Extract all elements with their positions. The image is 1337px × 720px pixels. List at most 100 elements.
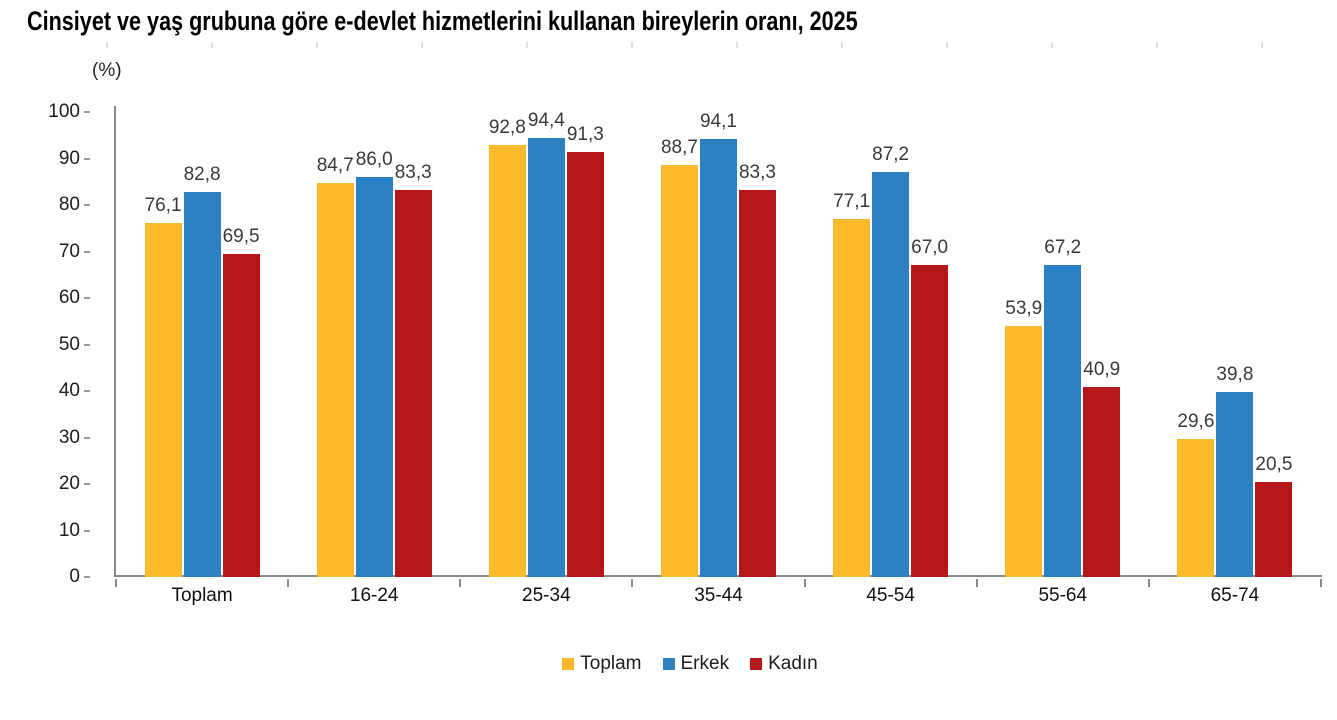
bar-value-label: 91,3 xyxy=(566,124,604,146)
bar-toplam-toplam: 76,1 xyxy=(144,195,182,577)
x-axis-category-label: 16-24 xyxy=(349,585,399,606)
bar-kadin-55-64: 40,9 xyxy=(1083,359,1121,577)
y-axis: 0 10 20 30 40 50 60 70 80 90 100 xyxy=(0,101,114,587)
bar-kadin-45-54: 67,0 xyxy=(911,237,949,577)
x-axis-category-label: Toplam xyxy=(171,585,233,606)
x-axis-labels: Toplam 16-24 25-34 35-44 45-54 55-64 65-74 xyxy=(116,585,1321,607)
bar-group-35-44: 88,7 94,1 83,3 xyxy=(632,111,804,577)
bar-value-label: 69,5 xyxy=(222,225,260,247)
x-axis-tick-mark xyxy=(287,579,290,587)
y-axis-tick-mark xyxy=(84,390,90,392)
y-axis-tick-label: 70 xyxy=(58,240,80,262)
bar-value-label: 67,0 xyxy=(911,237,949,259)
y-axis-tick-mark xyxy=(84,204,90,206)
bar-toplam-25-34: 92,8 xyxy=(488,117,526,577)
bar-group-toplam: 76,1 82,8 69,5 xyxy=(116,112,288,577)
x-axis-category-label: 55-64 xyxy=(1038,585,1088,606)
bar-value-label: 83,3 xyxy=(394,161,432,183)
bar-kadin-25-34: 91,3 xyxy=(566,124,604,577)
y-axis-tick-label: 20 xyxy=(58,473,80,494)
x-axis-tick-mark xyxy=(975,579,978,587)
y-axis-line xyxy=(114,106,116,577)
x-axis-category-label: 25-34 xyxy=(522,585,571,606)
bar-value-label: 94,4 xyxy=(527,110,565,132)
legend-color-swatch xyxy=(750,658,763,670)
bar-value-label: 83,3 xyxy=(738,161,776,183)
y-axis-tick-label: 60 xyxy=(58,287,80,308)
y-axis-tick-mark xyxy=(84,529,90,532)
x-axis-tick-mark xyxy=(1320,579,1322,587)
bar-kadin-65-74: 20,5 xyxy=(1255,454,1293,577)
y-axis-tick-label: 30 xyxy=(58,426,80,448)
bar-value-label: 82,8 xyxy=(183,163,221,185)
bar-kadin-35-44: 83,3 xyxy=(738,162,776,577)
bar-erkek-25-34: 94,4 xyxy=(527,110,565,577)
bar-toplam-35-44: 88,7 xyxy=(660,137,698,577)
y-axis-tick-mark xyxy=(84,111,90,113)
y-axis-tick-label: 90 xyxy=(58,147,80,169)
bar-value-label: 77,1 xyxy=(833,190,871,212)
x-axis-category-label: 45-54 xyxy=(866,585,915,606)
y-axis-tick-label: 80 xyxy=(58,194,80,215)
bar-group-25-34: 92,8 94,4 91,3 xyxy=(460,110,632,577)
bar-group-16-24: 84,7 86,0 83,3 xyxy=(288,112,460,577)
legend-label: Toplam xyxy=(580,653,642,674)
bar-value-label: 53,9 xyxy=(1005,298,1043,320)
bar-value-label: 39,8 xyxy=(1216,363,1254,385)
x-axis-tick-mark xyxy=(459,579,462,587)
y-axis-tick-mark xyxy=(84,250,90,253)
bar-group-45-54: 77,1 87,2 67,0 xyxy=(805,112,977,577)
legend-item-toplam: Toplam xyxy=(562,653,642,675)
y-axis-tick-mark xyxy=(84,157,90,160)
y-axis-tick-label: 10 xyxy=(58,519,80,541)
bar-value-label: 84,7 xyxy=(316,155,354,177)
top-axis-ticks-decoration xyxy=(106,42,1332,48)
legend-color-swatch xyxy=(662,658,675,670)
bar-value-label: 67,2 xyxy=(1044,236,1082,258)
bar-group-65-74: 29,6 39,8 20,5 xyxy=(1149,112,1321,577)
bar-value-label: 20,5 xyxy=(1255,453,1293,475)
bar-kadin-16-24: 83,3 xyxy=(394,162,432,577)
y-axis-unit-label: (%) xyxy=(92,60,122,81)
x-axis-category-label: 65-74 xyxy=(1210,585,1260,606)
bar-value-label: 87,2 xyxy=(872,143,910,165)
bar-erkek-35-44: 94,1 xyxy=(699,111,737,577)
y-axis-tick-label: 40 xyxy=(58,380,80,401)
bar-value-label: 88,7 xyxy=(660,136,698,158)
bar-value-label: 86,0 xyxy=(355,149,393,171)
bar-value-label: 94,1 xyxy=(699,111,737,133)
legend-label: Erkek xyxy=(680,653,730,674)
bar-erkek-55-64: 67,2 xyxy=(1044,237,1082,577)
legend-item-kadin: Kadın xyxy=(750,653,818,675)
y-axis-tick-mark xyxy=(84,436,90,439)
bar-group-55-64: 53,9 67,2 40,9 xyxy=(977,112,1149,577)
bar-toplam-45-54: 77,1 xyxy=(833,191,871,577)
legend-color-swatch xyxy=(562,658,575,670)
y-axis-tick-mark xyxy=(84,343,90,346)
bar-toplam-16-24: 84,7 xyxy=(316,155,354,577)
y-axis-tick-mark xyxy=(84,297,90,299)
x-axis-tick-mark xyxy=(631,579,634,587)
bar-value-label: 29,6 xyxy=(1177,411,1215,433)
bar-erkek-toplam: 82,8 xyxy=(183,164,221,577)
legend-label: Kadın xyxy=(768,653,818,674)
y-axis-tick-mark xyxy=(84,576,90,578)
bar-toplam-55-64: 53,9 xyxy=(1005,298,1043,577)
x-axis-tick-mark xyxy=(1147,579,1150,587)
y-axis-tick-mark xyxy=(84,483,90,485)
bar-erkek-65-74: 39,8 xyxy=(1216,364,1254,577)
x-axis-category-label: 35-44 xyxy=(694,585,743,606)
bar-erkek-45-54: 87,2 xyxy=(872,144,910,577)
y-axis-tick-label: 100 xyxy=(48,101,80,122)
bar-kadin-toplam: 69,5 xyxy=(222,226,260,577)
chart-title: Cinsiyet ve yaş grubuna göre e-devlet hi… xyxy=(27,6,858,36)
x-axis-tick-mark xyxy=(115,579,117,587)
bar-value-label: 40,9 xyxy=(1083,358,1121,380)
x-axis-tick-mark xyxy=(803,579,806,587)
bar-value-label: 76,1 xyxy=(144,195,182,217)
legend: Toplam Erkek Kadın xyxy=(115,653,1265,675)
y-axis-tick-label: 0 xyxy=(69,566,80,587)
y-axis-tick-label: 50 xyxy=(58,333,80,355)
plot-area: 76,1 82,8 69,5 84,7 86,0 83,3 92,8 94,4 91,3 88,7… xyxy=(115,110,1322,587)
